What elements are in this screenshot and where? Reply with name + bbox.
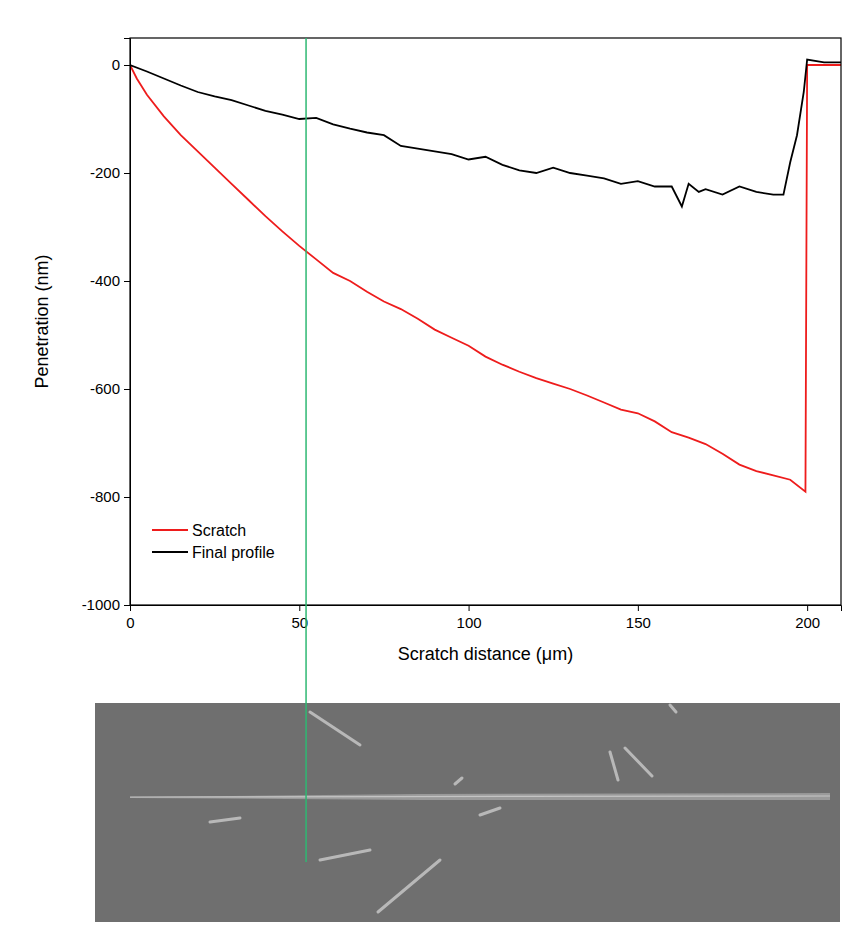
y-tick-label: -800 [90, 488, 120, 505]
x-tick-label: 100 [457, 614, 482, 631]
y-tick-mark [124, 65, 130, 66]
x-tick: 200 [795, 605, 820, 631]
sem-image [95, 703, 840, 922]
series-line [130, 65, 841, 492]
y-axis: 0 -200 -400 -600 -800 -1000 [82, 39, 131, 614]
series-line [130, 60, 841, 207]
y-tick-label: -1000 [82, 596, 120, 613]
y-axis-title: Penetration (nm) [32, 254, 52, 388]
y-tick: -200 [90, 164, 130, 181]
x-tick: 150 [626, 605, 651, 631]
legend-label: Scratch [192, 522, 246, 539]
legend: Scratch Final profile [152, 522, 275, 561]
x-axis-title: Scratch distance (μm) [398, 644, 573, 664]
x-tick-label: 0 [126, 614, 134, 631]
sem-groove [130, 793, 830, 800]
sem-debris [625, 748, 652, 776]
y-tick-mark [124, 605, 130, 606]
sem-debris [310, 712, 360, 745]
legend-label: Final profile [192, 544, 275, 561]
x-tick: 100 [457, 605, 482, 631]
y-tick: -600 [90, 380, 130, 397]
x-axis: 050100150200 [126, 605, 841, 631]
y-tick-mark [124, 281, 130, 282]
legend-entry: Scratch [152, 522, 246, 539]
y-axis-line [124, 39, 131, 606]
plot-frame [130, 38, 841, 605]
sem-groove-edge [130, 796, 830, 797]
sem-debris [670, 705, 676, 712]
y-tick-label: -400 [90, 272, 120, 289]
y-tick: 0 [112, 56, 130, 73]
legend-swatch [152, 529, 188, 531]
x-tick-label: 150 [626, 614, 651, 631]
plot-area [130, 60, 841, 492]
sem-debris [610, 752, 618, 780]
x-tick: 0 [126, 605, 134, 631]
legend-entry: Final profile [152, 544, 275, 561]
sem-debris [455, 778, 462, 784]
sem-debris [320, 850, 370, 860]
y-tick-label: 0 [112, 56, 120, 73]
y-tick: -1000 [82, 596, 130, 613]
x-tick-mark [807, 605, 808, 611]
marker-line [305, 38, 307, 862]
x-tick-mark [469, 605, 470, 611]
y-tick: -400 [90, 272, 130, 289]
x-tick-mark [638, 605, 639, 611]
sem-debris [480, 808, 500, 815]
x-tick-mark [299, 605, 300, 611]
y-tick-label: -200 [90, 164, 120, 181]
y-tick-mark [124, 497, 130, 498]
sem-debris [378, 860, 440, 912]
y-tick: -800 [90, 488, 130, 505]
x-tick-label: 200 [795, 614, 820, 631]
x-axis-line [131, 606, 842, 612]
sem-debris [210, 818, 240, 822]
chart: 0501001502000-200-400-600-800-1000Scratc… [0, 0, 845, 927]
y-tick-mark [124, 173, 130, 174]
sem-background [95, 703, 840, 922]
y-tick-mark [124, 389, 130, 390]
y-tick-label: -600 [90, 380, 120, 397]
legend-swatch [152, 551, 188, 553]
